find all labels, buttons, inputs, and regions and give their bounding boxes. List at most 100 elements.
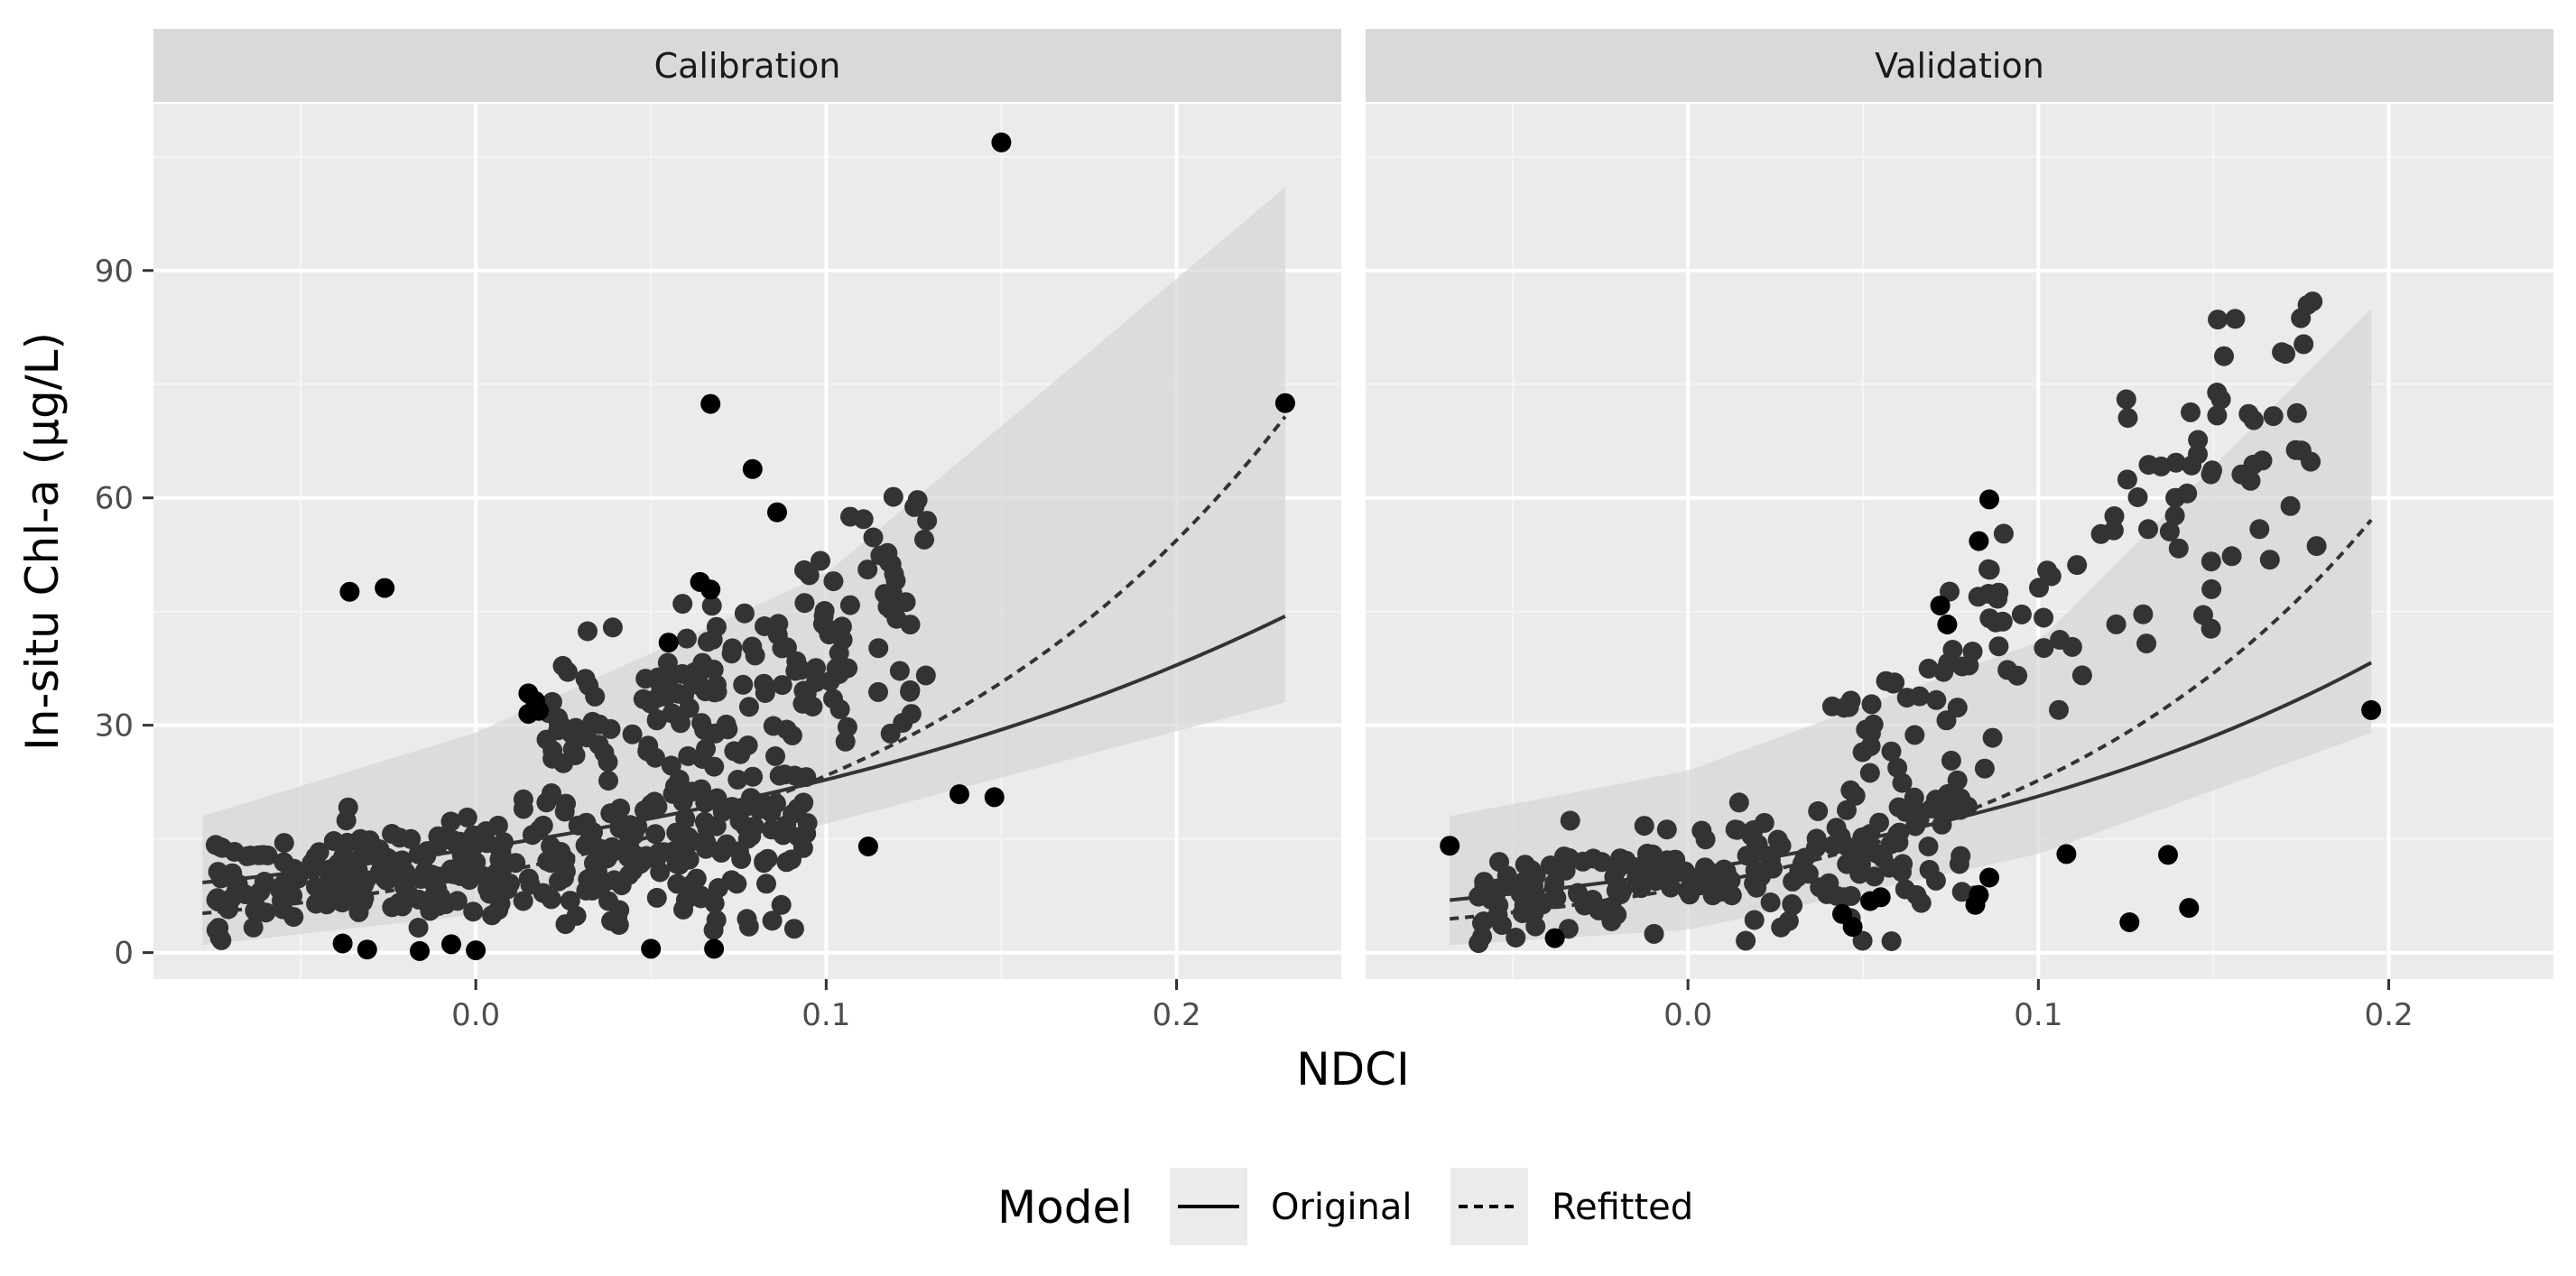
data-point (1861, 694, 1882, 715)
x-tick-label: 0.2 (2365, 997, 2414, 1033)
data-point (422, 871, 442, 892)
data-point (1978, 559, 1998, 579)
data-point (2301, 451, 2321, 472)
data-point (2249, 519, 2270, 540)
data-point (658, 670, 679, 691)
data-point-outlier (357, 939, 377, 960)
data-point (1941, 750, 1961, 771)
data-point (1695, 829, 1716, 850)
data-point (1863, 714, 1884, 735)
data-point (505, 853, 526, 874)
data-point (1840, 780, 1861, 800)
data-point (857, 559, 878, 580)
data-point (1942, 640, 1963, 660)
data-point (2201, 578, 2222, 599)
data-point-outlier (410, 940, 430, 961)
data-point (2071, 665, 2092, 686)
data-point (513, 789, 533, 809)
data-point (731, 849, 752, 869)
data-point (1873, 848, 1894, 868)
data-point (542, 740, 563, 761)
data-point (650, 862, 671, 883)
confidence-band-calibration (202, 187, 1285, 946)
data-point (756, 874, 776, 894)
data-point (2238, 403, 2259, 424)
data-point (541, 889, 561, 910)
data-point-outlier (1544, 928, 1565, 948)
data-point (1610, 848, 1630, 869)
data-point (2293, 334, 2314, 355)
data-point-outlier (1937, 615, 1958, 634)
data-point (566, 905, 587, 926)
data-point (2221, 546, 2242, 567)
data-point (686, 868, 707, 889)
data-point (794, 593, 815, 614)
data-point (513, 891, 533, 911)
data-point (727, 770, 748, 790)
legend-label-original: Original (1271, 1187, 1413, 1228)
data-point (1525, 916, 1546, 937)
data-point (2090, 523, 2111, 544)
data-point-outlier (1979, 489, 1999, 510)
data-point (1472, 913, 1492, 933)
data-point (2029, 578, 2049, 598)
data-point (2201, 551, 2221, 572)
data-point-outlier (1274, 393, 1295, 413)
data-point-outlier (991, 132, 1012, 153)
data-point (2037, 560, 2058, 581)
data-point (1911, 892, 1932, 913)
data-point (1783, 871, 1803, 892)
data-point (646, 887, 667, 908)
data-point (708, 878, 728, 898)
data-point (2207, 405, 2228, 426)
data-point-outlier (1969, 884, 1989, 905)
data-point (676, 628, 697, 649)
data-point (696, 738, 716, 759)
data-point (704, 893, 725, 914)
data-point (283, 858, 304, 879)
data-point (1840, 885, 1861, 906)
strip-title-calibration: Calibration (654, 46, 841, 86)
data-point (338, 797, 358, 818)
data-point (2263, 406, 2284, 427)
data-point (1993, 523, 2014, 544)
data-point-outlier (857, 837, 878, 856)
y-axis: 0 30 60 90 (95, 254, 153, 972)
data-point (1896, 688, 1917, 708)
data-point (374, 861, 394, 882)
data-point (1918, 837, 1939, 856)
data-point (901, 704, 922, 725)
data-point (656, 686, 677, 707)
original-fit-line (1450, 661, 2373, 902)
data-point (2159, 522, 2180, 541)
data-point (1919, 859, 1940, 880)
data-point (1771, 917, 1792, 938)
data-point (793, 680, 814, 701)
data-point (587, 860, 607, 881)
data-point (2127, 487, 2148, 507)
data-point (1904, 787, 1924, 808)
data-point (1560, 810, 1580, 831)
data-point (666, 822, 687, 843)
legend-label-refitted: Refitted (1552, 1187, 1693, 1228)
data-point (1839, 697, 1859, 717)
data-point (706, 910, 727, 930)
data-point (317, 894, 337, 915)
data-point (829, 624, 850, 644)
data-point (1657, 850, 1678, 871)
data-point (2214, 346, 2234, 366)
data-point-outlier (641, 939, 662, 959)
data-point (2165, 452, 2186, 473)
data-point (1864, 866, 1885, 887)
data-point (1974, 758, 1995, 779)
x-tick-label: 0.0 (1663, 997, 1712, 1033)
data-point (1771, 836, 1792, 856)
fit-curves-validation (1450, 518, 2373, 921)
data-point (250, 882, 271, 902)
data-point (785, 661, 806, 681)
data-point (837, 717, 857, 737)
x-tick-label: 0.0 (451, 997, 500, 1033)
data-point (602, 617, 623, 638)
data-point (724, 741, 745, 762)
data-point (694, 719, 715, 740)
